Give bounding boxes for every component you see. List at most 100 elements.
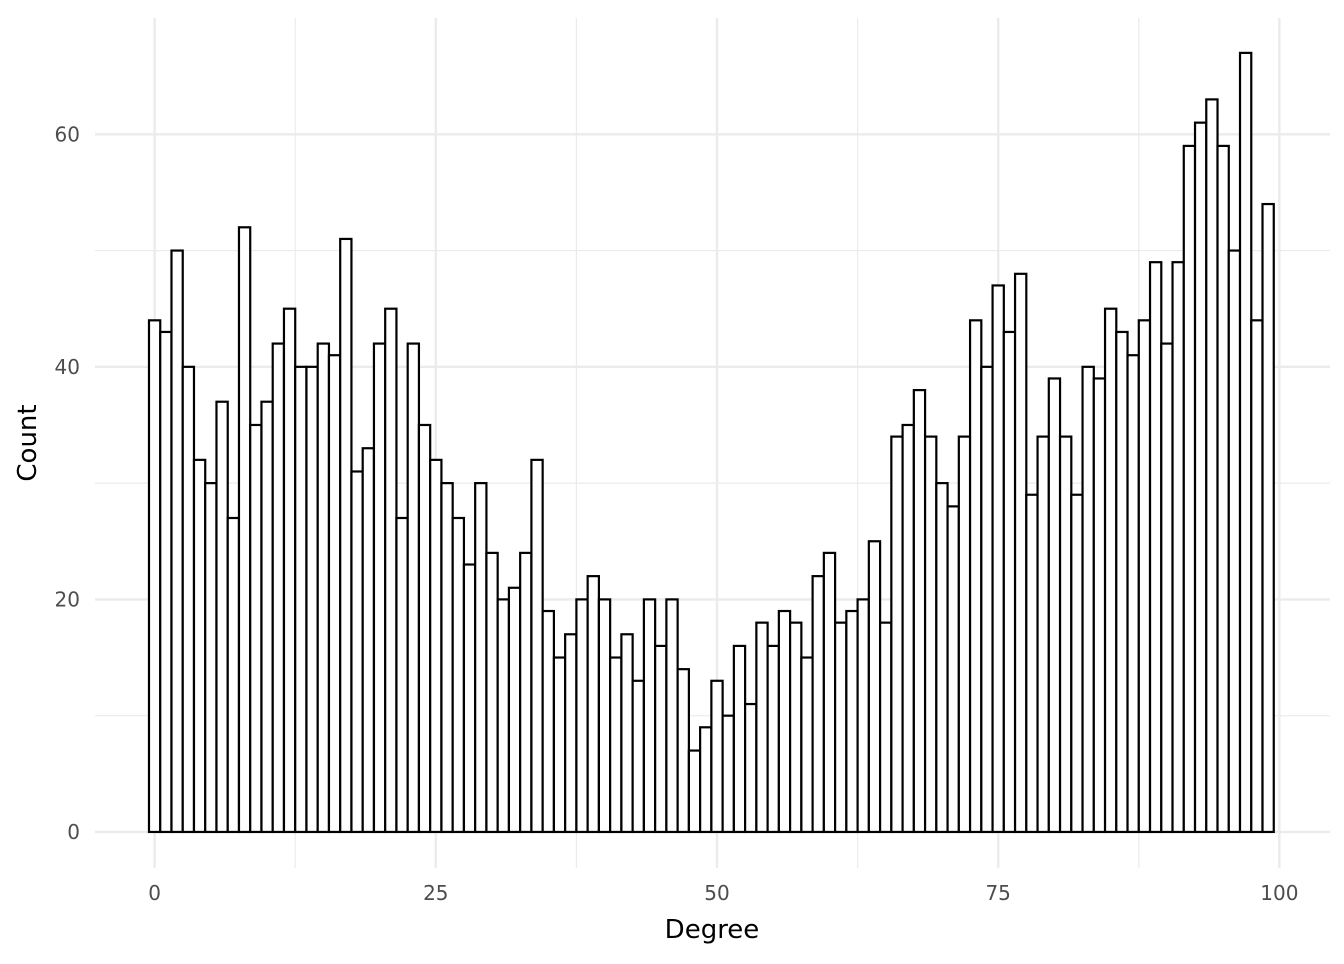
bar — [1058, 435, 1073, 834]
bar — [170, 249, 184, 834]
bar — [519, 551, 533, 834]
x-tick-label: 50 — [704, 881, 729, 905]
bar — [384, 307, 398, 834]
bar — [1025, 493, 1039, 834]
bar — [181, 365, 196, 834]
bar — [552, 656, 567, 834]
bar — [878, 621, 893, 834]
bar — [1047, 377, 1062, 834]
bar — [350, 470, 364, 834]
bar — [834, 621, 848, 834]
bar — [215, 400, 229, 834]
bar — [294, 365, 308, 834]
bar — [822, 551, 837, 834]
bar — [282, 307, 297, 834]
bar — [867, 540, 882, 834]
bar — [1182, 144, 1197, 834]
bar — [406, 342, 421, 834]
bar — [1171, 261, 1185, 834]
bar — [429, 458, 443, 834]
bar — [687, 749, 702, 834]
y-tick-label: 20 — [55, 587, 80, 611]
bar — [339, 237, 353, 834]
bar — [923, 435, 938, 834]
bar — [204, 482, 218, 834]
bar — [530, 458, 544, 834]
bar — [327, 354, 342, 834]
bar — [665, 598, 679, 834]
bar — [766, 644, 780, 834]
bar — [1137, 319, 1152, 834]
bar — [699, 726, 713, 834]
bar — [845, 609, 859, 834]
bar — [744, 702, 758, 834]
bar — [1250, 319, 1264, 834]
x-tick-label: 100 — [1260, 881, 1298, 905]
bar — [800, 656, 814, 834]
bar — [991, 284, 1005, 834]
bar — [1013, 272, 1028, 834]
bar — [1126, 354, 1140, 834]
bar — [496, 598, 511, 834]
bar — [1227, 249, 1242, 834]
bar — [462, 563, 477, 834]
x-tick-label: 25 — [423, 881, 448, 905]
bar — [260, 400, 274, 834]
bar — [192, 458, 207, 834]
bar — [609, 656, 623, 834]
bar — [417, 423, 432, 834]
bar — [777, 609, 792, 834]
bar — [1081, 365, 1095, 834]
bar — [237, 226, 252, 834]
bar — [642, 598, 657, 834]
bar — [1148, 261, 1163, 834]
bar — [451, 516, 466, 834]
bar — [271, 342, 286, 834]
bar — [1070, 493, 1084, 834]
bar — [1103, 307, 1118, 834]
bar — [1092, 377, 1107, 834]
bar — [957, 435, 972, 834]
bar — [440, 482, 454, 834]
bar — [1205, 98, 1219, 834]
bar — [856, 598, 870, 834]
bar — [946, 505, 960, 834]
bar — [732, 644, 747, 834]
bar — [564, 633, 578, 834]
bar — [485, 551, 499, 834]
bar — [1002, 330, 1017, 834]
bar — [620, 633, 634, 834]
bar — [1115, 330, 1129, 834]
bar — [721, 714, 735, 834]
y-tick-label: 0 — [67, 820, 80, 844]
bar — [1193, 121, 1208, 834]
bar — [541, 609, 556, 834]
bar — [811, 575, 825, 834]
bar — [654, 644, 668, 834]
x-tick-label: 75 — [985, 881, 1010, 905]
bar — [968, 319, 983, 834]
y-tick-label: 40 — [55, 355, 80, 379]
x-axis-title: Degree — [665, 915, 760, 945]
bar — [147, 319, 162, 834]
bar — [1216, 144, 1230, 834]
bar — [575, 598, 589, 834]
bar — [474, 482, 488, 834]
bar — [305, 365, 319, 834]
bar — [890, 435, 904, 834]
bar — [755, 621, 769, 834]
bar — [1036, 435, 1050, 834]
bar — [901, 423, 915, 834]
bar — [912, 388, 927, 834]
x-tick-label: 0 — [148, 881, 161, 905]
bar — [631, 679, 645, 834]
bar — [1261, 202, 1275, 834]
bar — [372, 342, 387, 834]
bar — [1160, 342, 1174, 834]
bar — [789, 621, 803, 834]
bar — [316, 342, 331, 834]
bar — [710, 679, 724, 834]
bar — [935, 482, 949, 834]
bar — [586, 575, 600, 834]
